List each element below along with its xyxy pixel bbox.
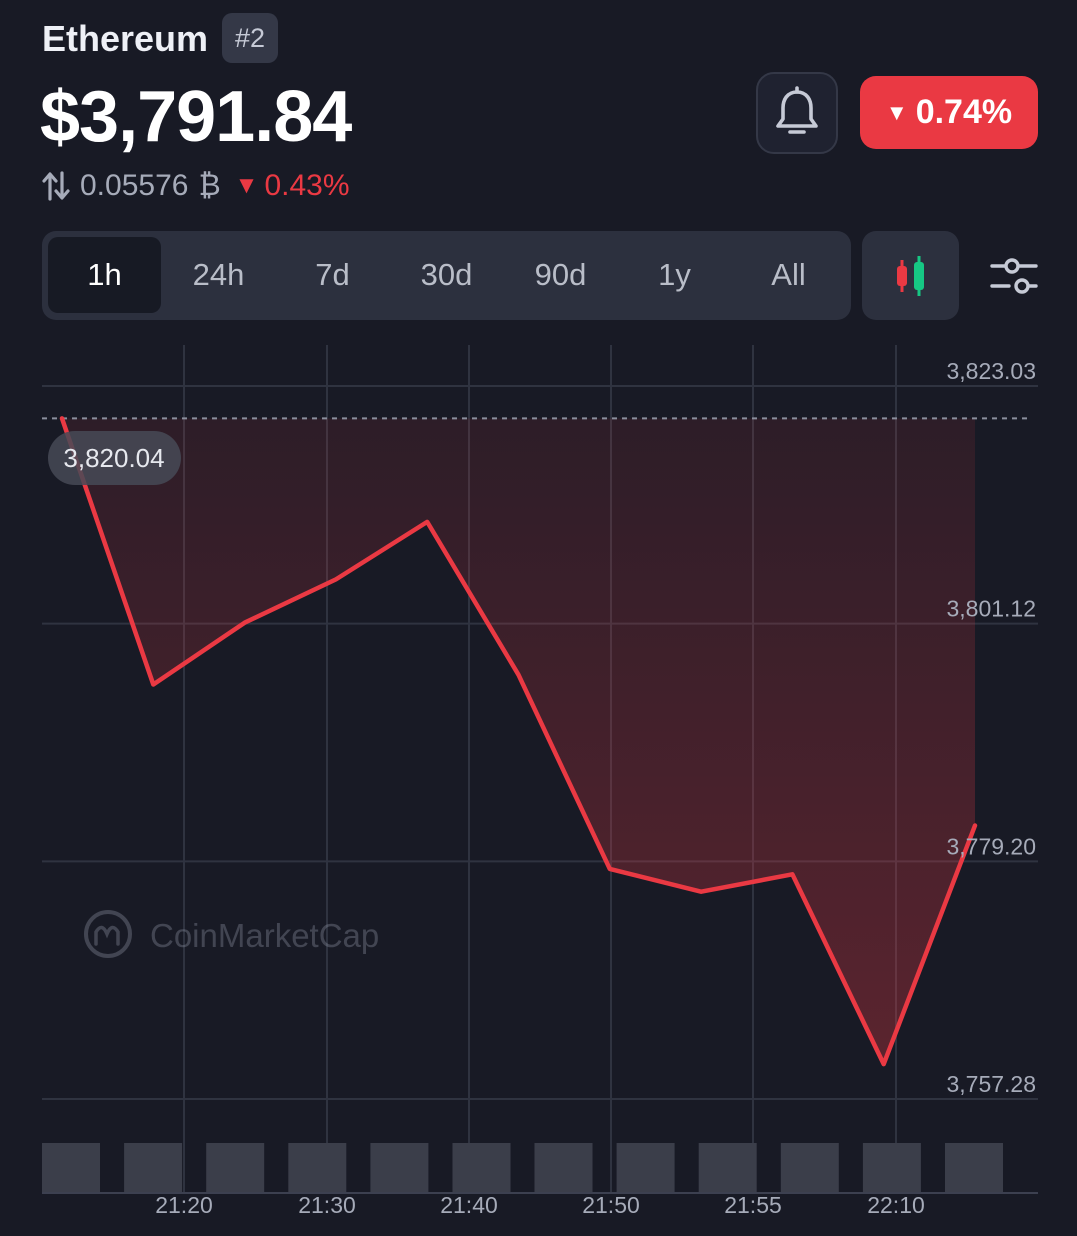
volume-bar bbox=[780, 1143, 839, 1193]
tab-1y[interactable]: 1y bbox=[658, 257, 691, 292]
swap-arrows-icon[interactable] bbox=[42, 171, 70, 201]
candlestick-toggle-button[interactable] bbox=[862, 231, 959, 320]
tab-30d[interactable]: 30d bbox=[420, 257, 473, 292]
tab-24h[interactable]: 24h bbox=[192, 257, 245, 292]
svg-text:3,820.04: 3,820.04 bbox=[63, 443, 164, 473]
y-tick-label: 3,801.12 bbox=[946, 596, 1036, 622]
volume-bar bbox=[862, 1143, 921, 1193]
y-tick-label: 3,823.03 bbox=[946, 358, 1036, 384]
price-alert-button[interactable] bbox=[756, 72, 838, 154]
price-change-badge: ▼ 0.74% bbox=[860, 76, 1038, 149]
volume-bar bbox=[945, 1143, 1003, 1193]
sliders-icon bbox=[990, 258, 1038, 294]
volume-bar bbox=[206, 1143, 265, 1193]
x-tick-label: 21:55 bbox=[724, 1192, 782, 1218]
current-price: $3,791.84 bbox=[40, 77, 352, 157]
x-tick-label: 21:20 bbox=[155, 1192, 213, 1218]
time-range-selector: 1h 24h 7d 30d 90d 1y All bbox=[42, 231, 851, 320]
volume-bar bbox=[452, 1143, 511, 1193]
reference-price-label: 3,820.04 bbox=[48, 431, 181, 485]
watermark-text: CoinMarketCap bbox=[150, 917, 379, 954]
btc-price-row: 0.05576 ₿ ▼ 0.43% bbox=[42, 168, 350, 204]
price-area-fill bbox=[62, 418, 975, 1065]
tab-90d[interactable]: 90d bbox=[534, 257, 587, 292]
chart-settings-button[interactable] bbox=[985, 248, 1043, 304]
volume-bar bbox=[370, 1143, 429, 1193]
candlestick-icon bbox=[896, 255, 924, 296]
x-tick-label: 21:50 bbox=[582, 1192, 640, 1218]
volume-bar bbox=[124, 1143, 183, 1193]
volume-bar bbox=[42, 1143, 100, 1193]
x-tick-label: 21:40 bbox=[440, 1192, 498, 1218]
btc-change-percent: 0.43% bbox=[264, 169, 350, 202]
down-triangle-icon: ▼ bbox=[885, 99, 908, 125]
x-tick-label: 22:10 bbox=[867, 1192, 925, 1218]
volume-bar bbox=[288, 1143, 347, 1193]
y-tick-label: 3,757.28 bbox=[946, 1071, 1036, 1097]
volume-bar bbox=[616, 1143, 675, 1193]
coin-name: Ethereum bbox=[42, 18, 209, 59]
btc-price-value: 0.05576 bbox=[80, 169, 189, 202]
x-tick-label: 21:30 bbox=[298, 1192, 356, 1218]
rank-badge: #2 bbox=[222, 13, 278, 63]
y-tick-label: 3,779.20 bbox=[946, 833, 1036, 859]
tab-7d[interactable]: 7d bbox=[315, 257, 350, 292]
bitcoin-symbol: ₿ bbox=[198, 169, 221, 202]
price-change-percent: 0.74% bbox=[915, 93, 1013, 131]
volume-bar bbox=[698, 1143, 757, 1193]
tab-1h[interactable]: 1h bbox=[48, 237, 161, 313]
volume-bar bbox=[534, 1143, 593, 1193]
bell-icon bbox=[776, 86, 818, 134]
coinmarketcap-watermark: CoinMarketCap bbox=[84, 910, 379, 958]
price-line bbox=[59, 416, 978, 1067]
tab-all[interactable]: All bbox=[771, 257, 806, 292]
down-triangle-icon: ▼ bbox=[234, 172, 259, 199]
